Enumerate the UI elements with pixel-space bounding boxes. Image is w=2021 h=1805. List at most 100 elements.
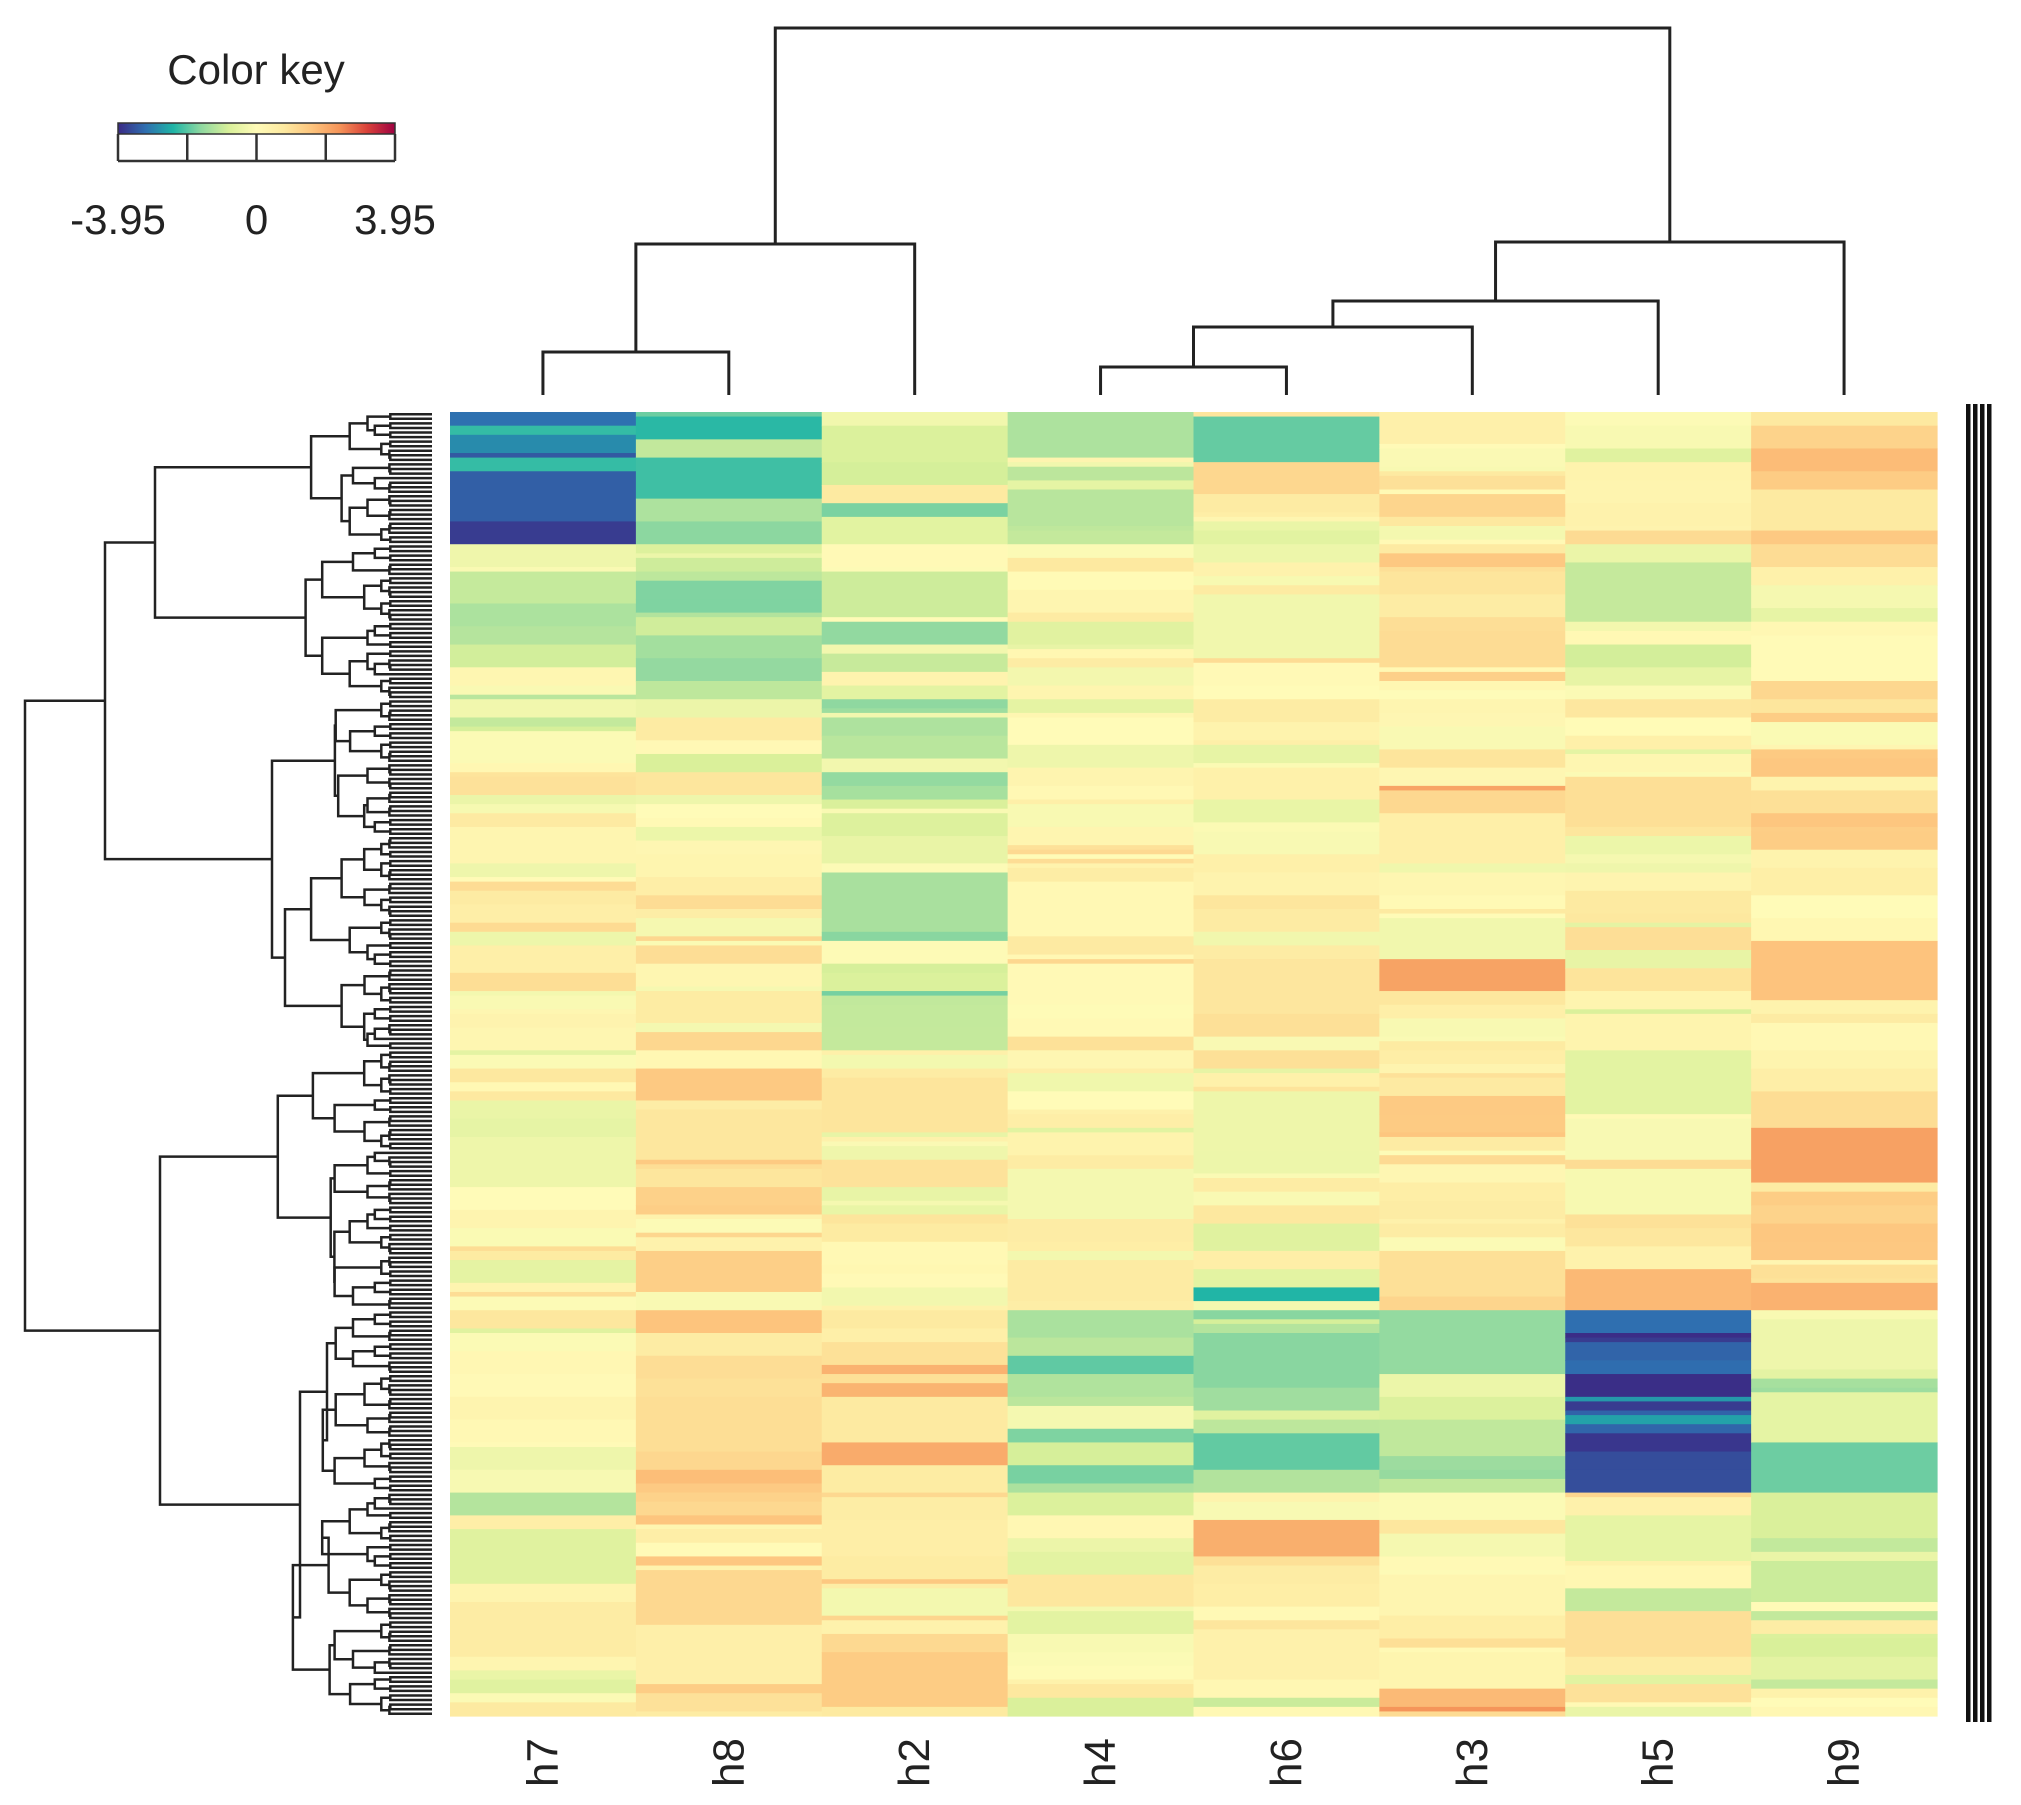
heatmap-cell [635, 991, 823, 1024]
heatmap-cell [1565, 826, 1752, 837]
heatmap-cell [1751, 1560, 1938, 1603]
heatmap-cell [1379, 1164, 1566, 1184]
heatmap-cell [450, 694, 637, 700]
heatmap-cell [1007, 685, 1195, 700]
heatmap-cell [1007, 1606, 1195, 1612]
heatmap-cell [1007, 1633, 1195, 1653]
row-dendrogram-branch [389, 1411, 432, 1419]
row-dendrogram-branch [389, 481, 432, 489]
heatmap-cell [821, 1374, 1009, 1384]
heatmap-cell [1565, 562, 1752, 623]
heatmap-cell [635, 1624, 823, 1685]
row-dendrogram-branch [348, 1508, 382, 1535]
heatmap-cell [450, 826, 637, 864]
row-dendrogram-branch [380, 1526, 391, 1540]
heatmap-cell [635, 412, 823, 418]
heatmap-cell [635, 1693, 823, 1713]
row-dendrogram-branch [373, 821, 391, 833]
heatmap-cell [1565, 1050, 1752, 1115]
heatmap-cell [635, 1232, 823, 1238]
heatmap-cell [1007, 767, 1195, 787]
heatmap-cell [1565, 1214, 1752, 1229]
heatmap-cell [821, 1615, 1009, 1621]
row-dendrogram-branch [380, 1623, 391, 1639]
row-dendrogram-branch [389, 1115, 432, 1123]
heatmap-cell [1007, 1465, 1195, 1485]
heatmap-cell [635, 772, 823, 796]
heatmap-cell [1751, 776, 1938, 792]
heatmap-cell [1751, 1068, 1938, 1092]
heatmap-cell [1379, 1018, 1566, 1038]
heatmap-cell [1565, 836, 1752, 855]
row-dendrogram-branch [389, 1215, 432, 1223]
heatmap-cell [1007, 1155, 1195, 1170]
row-dendrogram-branch [373, 1151, 432, 1163]
row-dendrogram-branch [380, 1442, 391, 1458]
heatmap-cell [1379, 1711, 1566, 1717]
heatmap-cell [1379, 567, 1566, 573]
row-dendrogram-branch [333, 1103, 375, 1133]
heatmap-cell [1379, 494, 1566, 518]
heatmap-cell [1379, 1136, 1566, 1152]
heatmap-cell [1007, 712, 1195, 719]
row-dendrogram-branch [389, 1498, 432, 1506]
heatmap-cell [821, 799, 1009, 810]
row-dendrogram-branch [389, 1543, 432, 1551]
heatmap-cell [1751, 425, 1938, 450]
row-dendrogram-branch [389, 1279, 432, 1287]
heatmap-cell [635, 945, 823, 965]
heatmap-cell [450, 945, 637, 974]
heatmap-cell [821, 836, 1009, 851]
row-dendrogram-branch [389, 663, 432, 671]
row-dendrogram-branch [363, 888, 390, 907]
heatmap-cell [1379, 1237, 1566, 1252]
heatmap-cell [1751, 1050, 1938, 1070]
heatmap-cell [450, 1469, 637, 1494]
heatmap-cell [1379, 1155, 1566, 1165]
heatmap-cell [450, 521, 637, 545]
heatmap-cell [635, 817, 823, 828]
heatmap-cell [821, 849, 1009, 864]
row-dendrogram-branch [389, 1224, 432, 1232]
heatmap-cell [450, 1515, 637, 1530]
heatmap-cell [1751, 867, 1938, 896]
row-dendrogram-branch [389, 1261, 432, 1269]
row-dendrogram-branch [389, 932, 432, 940]
heatmap-cell [635, 895, 823, 910]
heatmap-cell [1007, 1127, 1195, 1133]
row-dendrogram-branch [304, 578, 323, 657]
heatmap-cell [1193, 1410, 1380, 1421]
row-dendrogram-branch [333, 1456, 375, 1485]
row-dendrogram-branch [389, 499, 432, 507]
row-dendrogram-branch [389, 577, 432, 585]
row-dendrogram-branch [389, 837, 432, 845]
heatmap-cell [1565, 1702, 1752, 1708]
row-dendrogram [23, 413, 432, 1715]
row-dendrogram-branch [380, 842, 391, 856]
heatmap-cell [450, 1693, 637, 1703]
heatmap-cell [450, 1209, 637, 1229]
row-dendrogram-branch [373, 1678, 391, 1690]
heatmap-cell [1007, 1428, 1195, 1444]
heatmap-cell [1565, 872, 1752, 892]
heatmap-cell [1379, 908, 1566, 915]
row-dendrogram-branch [380, 743, 391, 759]
heatmap-cell [1751, 1182, 1938, 1193]
heatmap-cell [1379, 1050, 1566, 1065]
row-dendrogram-branch [389, 969, 432, 977]
row-dendrogram-branch [351, 552, 390, 572]
row-dendrogram-branch [373, 1345, 391, 1358]
heatmap-cell [1565, 1374, 1752, 1398]
heatmap-cell [1751, 585, 1938, 609]
heatmap-cell [1193, 699, 1380, 723]
row-dendrogram-branch [389, 868, 432, 877]
heatmap-cell [450, 931, 637, 947]
row-dendrogram-branch [389, 422, 432, 430]
heatmap-cell [821, 1068, 1009, 1079]
heatmap-cell [450, 922, 637, 933]
heatmap-cell [1379, 790, 1566, 814]
row-dendrogram-branch [389, 1562, 432, 1570]
heatmap-cell [450, 813, 637, 828]
heatmap-cell [635, 598, 823, 614]
heatmap-cell [1007, 1091, 1195, 1111]
